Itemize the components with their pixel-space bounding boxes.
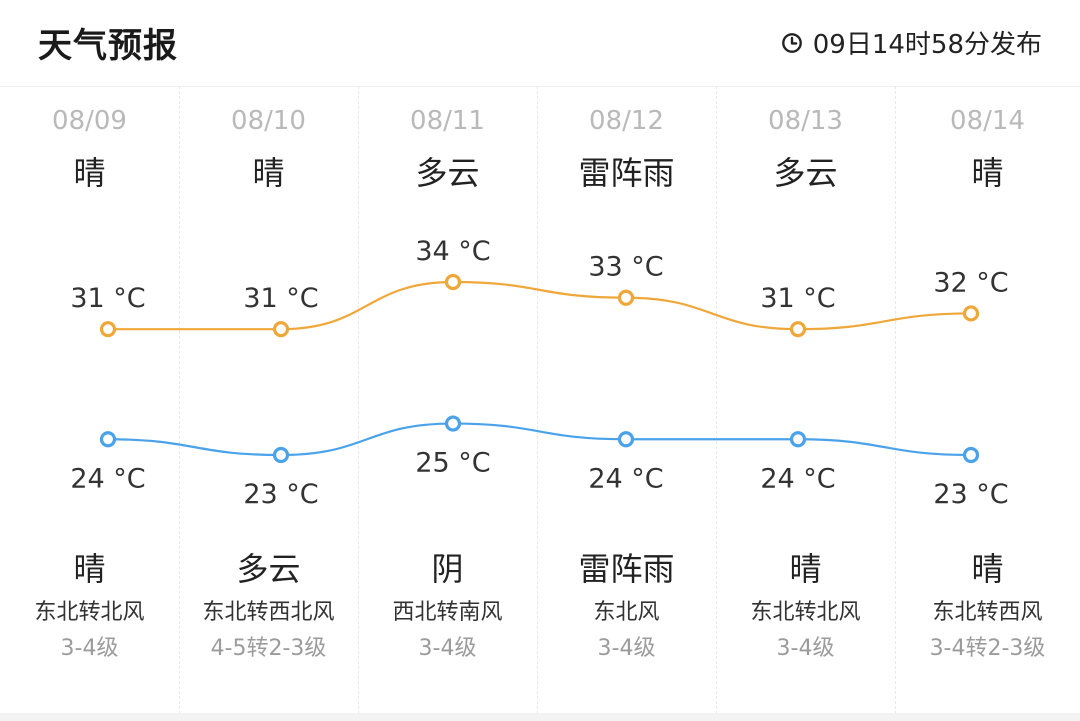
column-divider bbox=[895, 86, 896, 714]
date-label: 08/13 bbox=[768, 106, 843, 136]
page-title: 天气预报 bbox=[38, 26, 178, 66]
night-weather: 晴 bbox=[789, 550, 822, 588]
day-weather: 晴 bbox=[73, 154, 106, 192]
day-weather: 晴 bbox=[252, 154, 285, 192]
forecast-day-2[interactable]: 08/10 晴 多云 东北转西北风 4-5转2-3级 bbox=[179, 86, 358, 710]
forecast-grid: 08/09 晴 晴 东北转北风 3-4级 08/10 晴 多云 东北转西北风 4… bbox=[0, 86, 1080, 714]
wind-direction: 东北转西风 bbox=[932, 600, 1043, 625]
day-weather: 多云 bbox=[773, 154, 838, 192]
wind-direction: 东北转北风 bbox=[750, 600, 861, 625]
date-label: 08/10 bbox=[231, 106, 306, 136]
forecast-header: 天气预报 09日14时58分发布 bbox=[0, 0, 1080, 87]
night-weather: 晴 bbox=[971, 550, 1004, 588]
wind-level: 3-4级 bbox=[418, 636, 477, 661]
column-divider bbox=[537, 86, 538, 714]
bottom-bar bbox=[0, 713, 1080, 721]
date-label: 08/12 bbox=[589, 106, 664, 136]
date-label: 08/14 bbox=[950, 106, 1025, 136]
date-label: 08/11 bbox=[410, 106, 485, 136]
forecast-day-4[interactable]: 08/12 雷阵雨 雷阵雨 东北风 3-4级 bbox=[537, 86, 716, 710]
wind-direction: 东北转西北风 bbox=[202, 600, 335, 625]
day-weather: 多云 bbox=[415, 154, 480, 192]
wind-direction: 西北转南风 bbox=[392, 600, 503, 625]
night-weather: 雷阵雨 bbox=[578, 550, 675, 588]
forecast-day-5[interactable]: 08/13 多云 晴 东北转北风 3-4级 bbox=[716, 86, 895, 710]
forecast-day-6[interactable]: 08/14 晴 晴 东北转西风 3-4转2-3级 bbox=[895, 86, 1080, 710]
wind-level: 3-4级 bbox=[597, 636, 656, 661]
wind-level: 3-4转2-3级 bbox=[929, 636, 1046, 661]
wind-direction: 东北风 bbox=[593, 600, 660, 625]
wind-level: 3-4级 bbox=[60, 636, 119, 661]
night-weather: 晴 bbox=[73, 550, 106, 588]
column-divider bbox=[716, 86, 717, 714]
forecast-day-1[interactable]: 08/09 晴 晴 东北转北风 3-4级 bbox=[0, 86, 179, 710]
publish-time: 09日14时58分发布 bbox=[781, 24, 1042, 61]
wind-direction: 东北转北风 bbox=[34, 600, 145, 625]
column-divider bbox=[179, 86, 180, 714]
forecast-day-3[interactable]: 08/11 多云 阴 西北转南风 3-4级 bbox=[358, 86, 537, 710]
publish-time-text: 09日14时58分发布 bbox=[812, 30, 1042, 60]
wind-level: 4-5转2-3级 bbox=[210, 636, 327, 661]
night-weather: 阴 bbox=[431, 550, 464, 588]
clock-icon bbox=[781, 32, 802, 53]
night-weather: 多云 bbox=[236, 550, 301, 588]
wind-level: 3-4级 bbox=[776, 636, 835, 661]
day-weather: 晴 bbox=[971, 154, 1004, 192]
day-weather: 雷阵雨 bbox=[578, 154, 675, 192]
column-divider bbox=[358, 86, 359, 714]
date-label: 08/09 bbox=[52, 106, 127, 136]
